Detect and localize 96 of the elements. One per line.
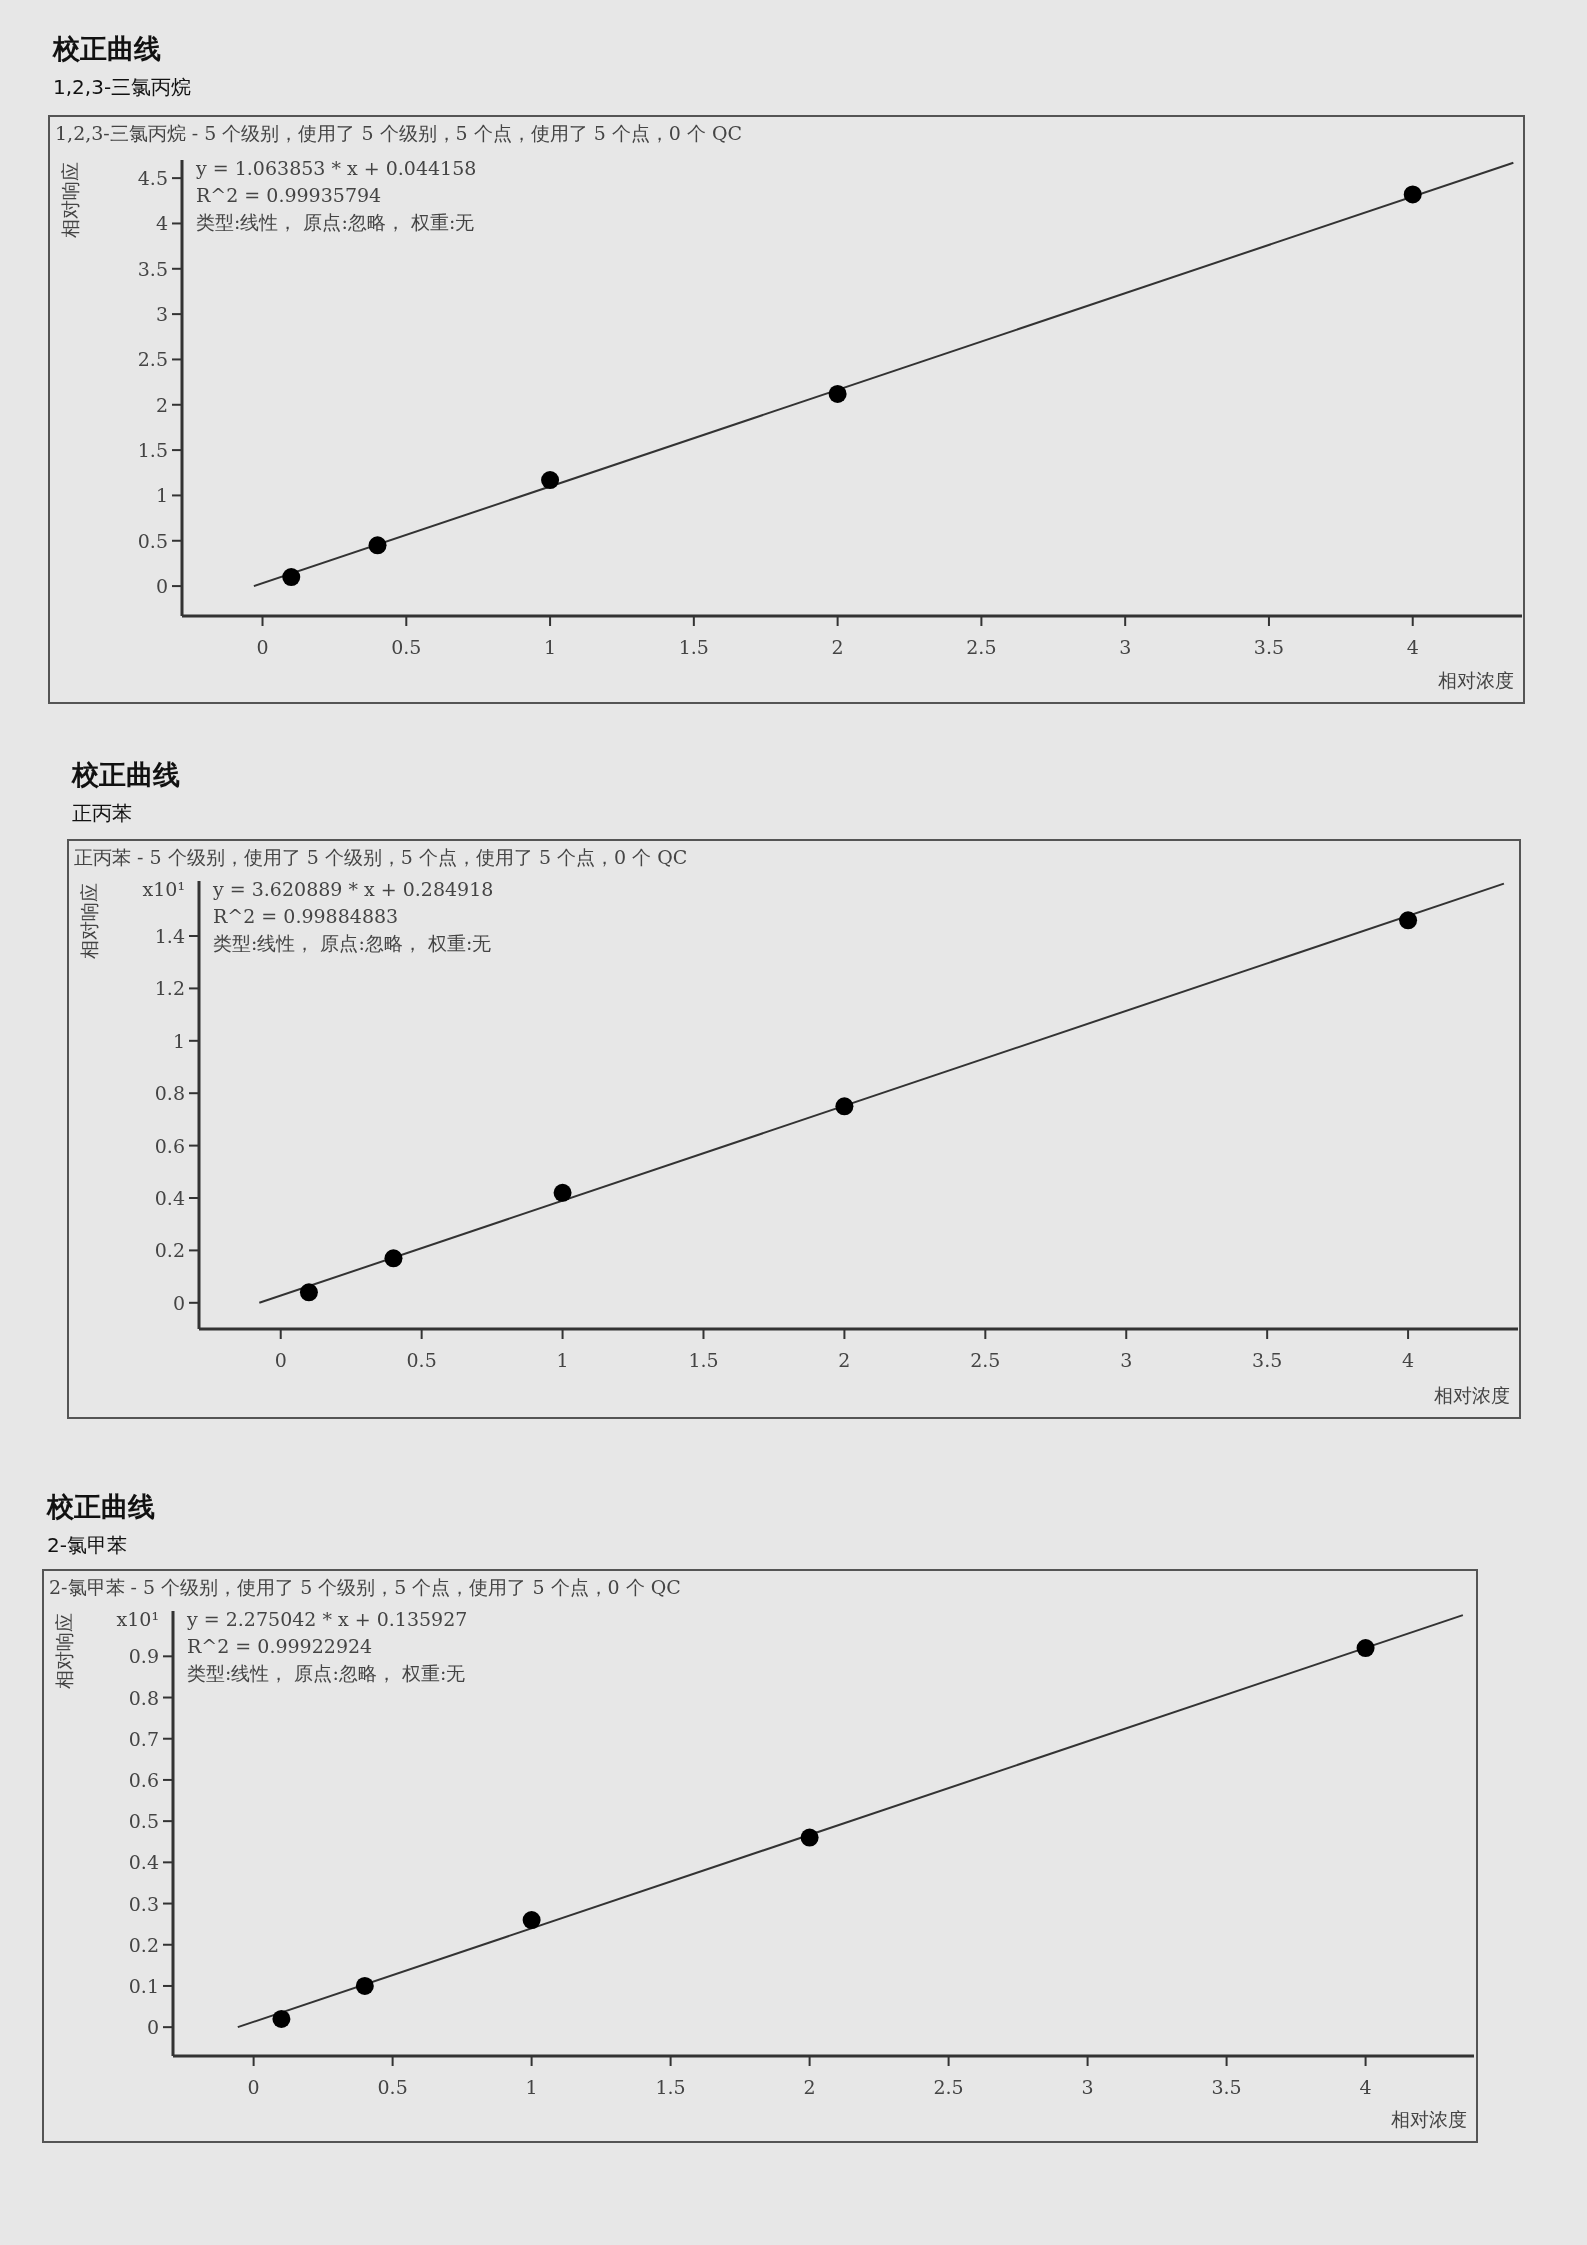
y-tick-label: 4	[155, 212, 168, 235]
y-tick-label: 0	[155, 575, 168, 598]
x-tick-label: 2	[831, 636, 844, 658]
y-tick-label: 1	[172, 1029, 185, 1052]
y-tick-label: 0.3	[128, 1892, 159, 1915]
chart-title: 校正曲线	[46, 1491, 155, 1522]
y-tick-label: 1.4	[154, 925, 185, 948]
point	[299, 1283, 318, 1302]
x-axis-title: 相对浓度	[1438, 669, 1514, 691]
x-tick-label: 2.5	[966, 636, 997, 658]
x-tick-label: 0	[256, 636, 269, 658]
y-tick-label: 0	[172, 1291, 185, 1314]
y-tick-label: 2	[155, 393, 168, 416]
x-tick-label: 2.5	[970, 1349, 1001, 1371]
y-tick-label: 2.5	[137, 348, 168, 371]
y-tick-label: 0.4	[154, 1187, 185, 1210]
x-tick-label: 1	[525, 2076, 538, 2098]
chart-subtitle: 1,2,3-三氯丙烷	[53, 75, 192, 99]
point	[1356, 1639, 1375, 1658]
annotation: y = 2.275042 * x + 0.135927	[186, 1608, 468, 1630]
x-tick-label: 0	[247, 2076, 260, 2098]
x-tick-label: 0.5	[377, 2076, 408, 2098]
chart-subtitle: 2-氯甲苯	[47, 1533, 127, 1557]
text: 1,2,3-三氯丙烷 - 5 个级别，使用了 5 个级别，5 个点，使用了 5 个点，0 个 QC	[55, 122, 743, 144]
y-axis-title: 相对响应	[53, 1613, 75, 1689]
point	[368, 536, 387, 555]
point	[384, 1249, 403, 1268]
chart-subtitle: 正丙苯	[72, 801, 132, 825]
y-axis-title: 相对响应	[78, 883, 100, 959]
x-tick-label: 1	[544, 636, 557, 658]
x-tick-label: 4	[1402, 1349, 1415, 1371]
x-tick-label: 0.5	[391, 636, 422, 658]
x-tick-label: 3.5	[1211, 2076, 1242, 2098]
point	[282, 568, 301, 587]
y-tick-label: 4.5	[137, 167, 168, 190]
y-tick-label: 3	[155, 303, 168, 326]
y-axis-title: 相对响应	[59, 162, 81, 238]
point	[1403, 185, 1422, 204]
y-tick-label: 1.5	[137, 439, 168, 462]
x-tick-label: 0	[274, 1349, 287, 1371]
text: 正丙苯 - 5 个级别，使用了 5 个级别，5 个点，使用了 5 个点，0 个 QC	[74, 846, 688, 868]
annotation: y = 1.063853 * x + 0.044158	[195, 157, 477, 179]
text: 2-氯甲苯 - 5 个级别，使用了 5 个级别，5 个点，使用了 5 个点，0 个 QC	[49, 1576, 681, 1598]
y-tick-label: 0.5	[137, 529, 168, 552]
x-tick-label: 2.5	[933, 2076, 964, 2098]
x-tick-label: 2	[803, 2076, 816, 2098]
point	[522, 1911, 541, 1930]
y-tick-label: 0.1	[128, 1974, 159, 1997]
y-tick-label: 0.7	[128, 1727, 159, 1750]
y-tick-label: 0.2	[128, 1933, 159, 1956]
x-tick-label: 3.5	[1253, 636, 1285, 658]
point	[1399, 911, 1418, 930]
y-tick-label: 0.4	[128, 1851, 159, 1874]
x-tick-label: 4	[1406, 636, 1419, 658]
y-tick-label: 0.5	[128, 1810, 159, 1833]
annotation: R^2 = 0.99935794	[196, 184, 382, 206]
x-tick-label: 3	[1119, 636, 1132, 658]
x-tick-label: 2	[838, 1349, 851, 1371]
y-tick-label: 1	[155, 484, 168, 507]
x-tick-label: 0.5	[406, 1349, 437, 1371]
y-tick-label: 0.2	[154, 1239, 185, 1262]
x-tick-label: 3.5	[1252, 1349, 1283, 1371]
x-tick-label: 3	[1120, 1349, 1133, 1371]
x-axis-title: 相对浓度	[1434, 1384, 1510, 1406]
point	[553, 1183, 572, 1202]
text: x10¹	[116, 1608, 159, 1630]
x-tick-label: 1.5	[655, 2076, 686, 2098]
y-tick-label: 0.6	[128, 1768, 159, 1791]
chart-title: 校正曲线	[71, 759, 180, 790]
y-tick-label: 1.2	[154, 977, 185, 1000]
chart-title: 校正曲线	[52, 33, 161, 64]
annotation: R^2 = 0.99884883	[213, 905, 399, 927]
annotation: R^2 = 0.99922924	[187, 1635, 373, 1657]
annotation: y = 3.620889 * x + 0.284918	[212, 878, 494, 900]
point	[541, 471, 560, 490]
x-tick-label: 1.5	[688, 1349, 719, 1371]
x-tick-label: 1.5	[678, 636, 709, 658]
annotation: 类型:线性， 原点:忽略， 权重:无	[196, 211, 475, 233]
x-tick-label: 1	[556, 1349, 569, 1371]
annotation: 类型:线性， 原点:忽略， 权重:无	[213, 932, 492, 954]
y-tick-label: 0.8	[154, 1082, 185, 1105]
annotation: 类型:线性， 原点:忽略， 权重:无	[187, 1662, 466, 1684]
point	[835, 1097, 854, 1116]
y-tick-label: 3.5	[137, 257, 168, 280]
point	[355, 1976, 374, 1995]
x-tick-label: 4	[1359, 2076, 1372, 2098]
y-tick-label: 0.8	[128, 1686, 159, 1709]
y-tick-label: 0.9	[128, 1645, 159, 1668]
text: x10¹	[142, 878, 185, 900]
point	[800, 1828, 819, 1847]
y-tick-label: 0.6	[154, 1134, 185, 1157]
point	[828, 384, 847, 403]
x-axis-title: 相对浓度	[1391, 2108, 1467, 2130]
x-tick-label: 3	[1081, 2076, 1094, 2098]
y-tick-label: 0	[146, 2016, 159, 2039]
point	[272, 2009, 291, 2028]
